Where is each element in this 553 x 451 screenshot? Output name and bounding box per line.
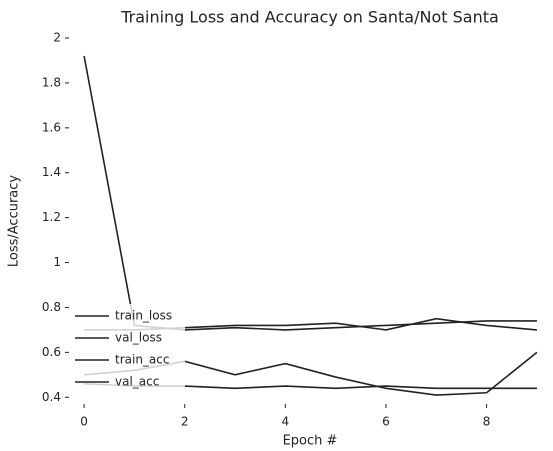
y-tick-label: 1.8	[42, 75, 61, 89]
y-tick-label: 1	[53, 255, 61, 269]
legend-box	[73, 304, 185, 396]
legend-label: train_acc	[115, 353, 169, 367]
legend-label: val_acc	[115, 375, 159, 389]
y-tick-label: 1.6	[42, 120, 61, 134]
y-tick-label: 1.2	[42, 210, 61, 224]
x-tick-label: 4	[282, 415, 290, 429]
x-axis-label: Epoch #	[283, 434, 338, 449]
y-axis-label: Loss/Accuracy	[7, 175, 22, 268]
series-line	[83, 55, 537, 331]
y-tick-label: 0.4	[42, 390, 61, 404]
y-tick-label: 2	[53, 31, 61, 45]
chart-title: Training Loss and Accuracy on Santa/Not …	[120, 8, 499, 27]
legend-label: val_loss	[115, 331, 162, 345]
x-tick-label: 2	[181, 415, 189, 429]
y-tick-label: 0.6	[42, 345, 61, 359]
x-tick-label: 0	[80, 415, 88, 429]
legend-label: train_loss	[115, 309, 172, 323]
x-tick-label: 8	[483, 415, 491, 429]
y-tick-label: 0.8	[42, 300, 61, 314]
y-tick-label: 1.4	[42, 165, 61, 179]
x-tick-label: 6	[382, 415, 390, 429]
